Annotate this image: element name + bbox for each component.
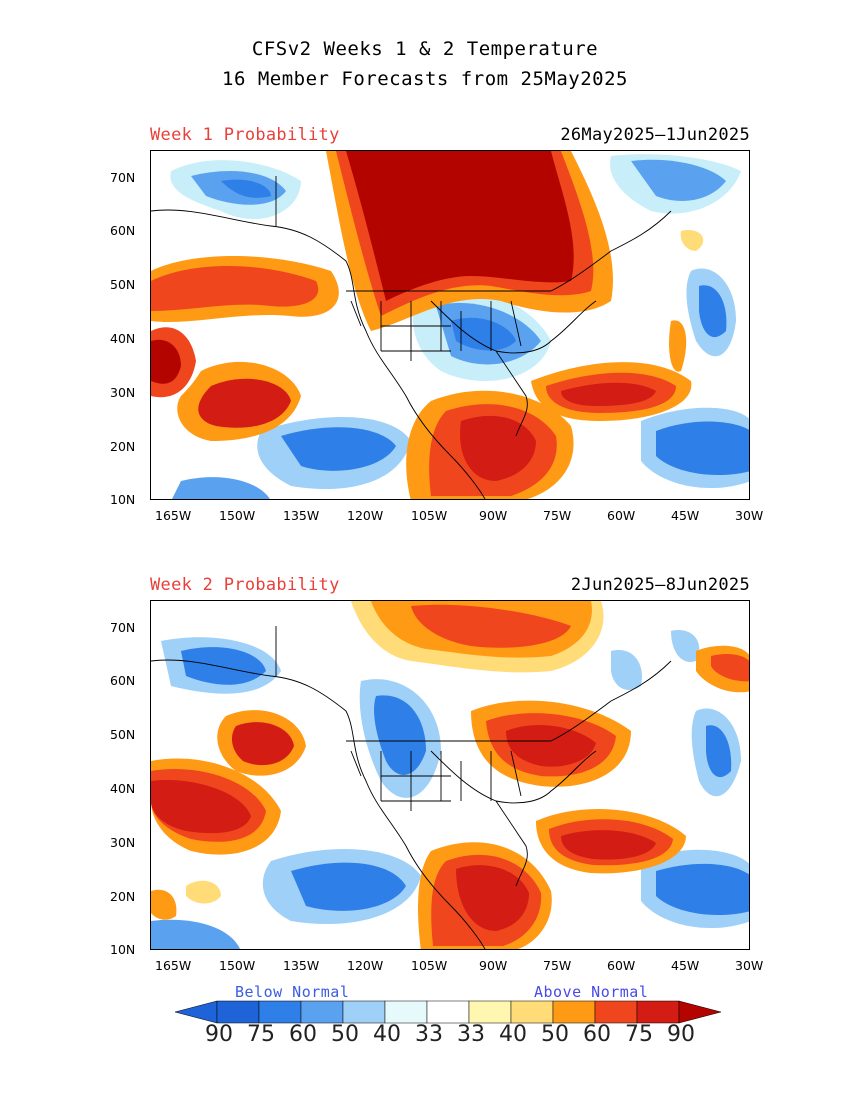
week1-label: Week 1 Probability [150,125,340,145]
lat-tick-40n: 40N [110,331,136,346]
colorbar-arrow-above [678,1000,722,1024]
lon-tick-30w: 30W [735,508,764,523]
lon-tick-105w-2: 105W [411,958,448,973]
week1-coastlines [151,176,672,499]
lat-tick-60n-2: 60N [110,673,136,688]
chart-title-line1: CFSv2 Weeks 1 & 2 Temperature [251,38,599,60]
lon-tick-60w: 60W [607,508,636,523]
cb-num-10: 60 [583,1022,611,1047]
lat-tick-50n-2: 50N [110,727,136,742]
cb-num-12: 90 [667,1022,695,1047]
week2-probability-map [151,601,749,949]
week2-dates: 2Jun2025—8Jun2025 [570,575,750,595]
colorbar-bin-above-33 [468,1000,512,1024]
colorbar-bin-above-40 [510,1000,554,1024]
colorbar-bin-below-75 [216,1000,260,1024]
above-normal-label: Above Normal [534,983,649,1001]
lon-tick-30w-2: 30W [735,958,764,973]
lat-tick-40n-2: 40N [110,781,136,796]
lon-tick-75w-2: 75W [543,958,572,973]
cb-num-9: 50 [541,1022,569,1047]
lat-tick-10n-2: 10N [110,942,136,957]
cb-num-8: 40 [499,1022,527,1047]
cb-num-11: 75 [625,1022,653,1047]
colorbar-bin-below-60 [258,1000,302,1024]
colorbar [175,1000,722,1024]
lat-tick-10n: 10N [110,492,136,507]
cb-num-2: 75 [247,1022,275,1047]
cb-num-3: 60 [289,1022,317,1047]
chart-title-line2: 16 Member Forecasts from 25May2025 [222,68,628,90]
lon-tick-105w: 105W [411,508,448,523]
below-normal-label: Below Normal [235,983,350,1001]
lat-tick-50n: 50N [110,277,136,292]
lat-tick-30n-2: 30N [110,835,136,850]
week1-dates: 26May2025—1Jun2025 [560,125,750,145]
lat-tick-70n: 70N [110,170,136,185]
lat-tick-20n-2: 20N [110,889,136,904]
lon-tick-150w: 150W [219,508,256,523]
lon-tick-150w-2: 150W [219,958,256,973]
colorbar-bin-below-40 [342,1000,386,1024]
week1-map [150,150,750,500]
week2-above-normal-areas [151,601,749,949]
colorbar-bin-above-60 [594,1000,638,1024]
colorbar-bin-below-33 [384,1000,428,1024]
lon-tick-135w: 135W [283,508,320,523]
week2-map [150,600,750,950]
colorbar-arrow-below [175,1000,218,1024]
colorbar-bin-above-50 [552,1000,596,1024]
cb-num-7: 33 [457,1022,485,1047]
lon-tick-165w-2: 165W [155,958,192,973]
week1-above-normal-areas [151,151,704,499]
lon-tick-90w-2: 90W [479,958,508,973]
cb-num-5: 40 [373,1022,401,1047]
cb-num-4: 50 [331,1022,359,1047]
colorbar-bin-above-75 [636,1000,680,1024]
cb-num-6: 33 [415,1022,443,1047]
lon-tick-75w: 75W [543,508,572,523]
lat-tick-20n: 20N [110,439,136,454]
lat-tick-70n-2: 70N [110,620,136,635]
colorbar-bin-neutral [426,1000,470,1024]
lon-tick-120w: 120W [347,508,384,523]
colorbar-bin-below-50 [300,1000,344,1024]
lon-tick-135w-2: 135W [283,958,320,973]
week1-below-normal-areas [170,154,749,499]
week1-probability-map [151,151,749,499]
lon-tick-45w: 45W [671,508,700,523]
lon-tick-60w-2: 60W [607,958,636,973]
lat-tick-60n: 60N [110,223,136,238]
lon-tick-120w-2: 120W [347,958,384,973]
cb-num-1: 90 [205,1022,233,1047]
lat-tick-30n: 30N [110,385,136,400]
week2-label: Week 2 Probability [150,575,340,595]
week2-coastlines [151,626,672,949]
lon-tick-165w: 165W [155,508,192,523]
week2-below-normal-areas [151,630,749,949]
lon-tick-45w-2: 45W [671,958,700,973]
lon-tick-90w: 90W [479,508,508,523]
